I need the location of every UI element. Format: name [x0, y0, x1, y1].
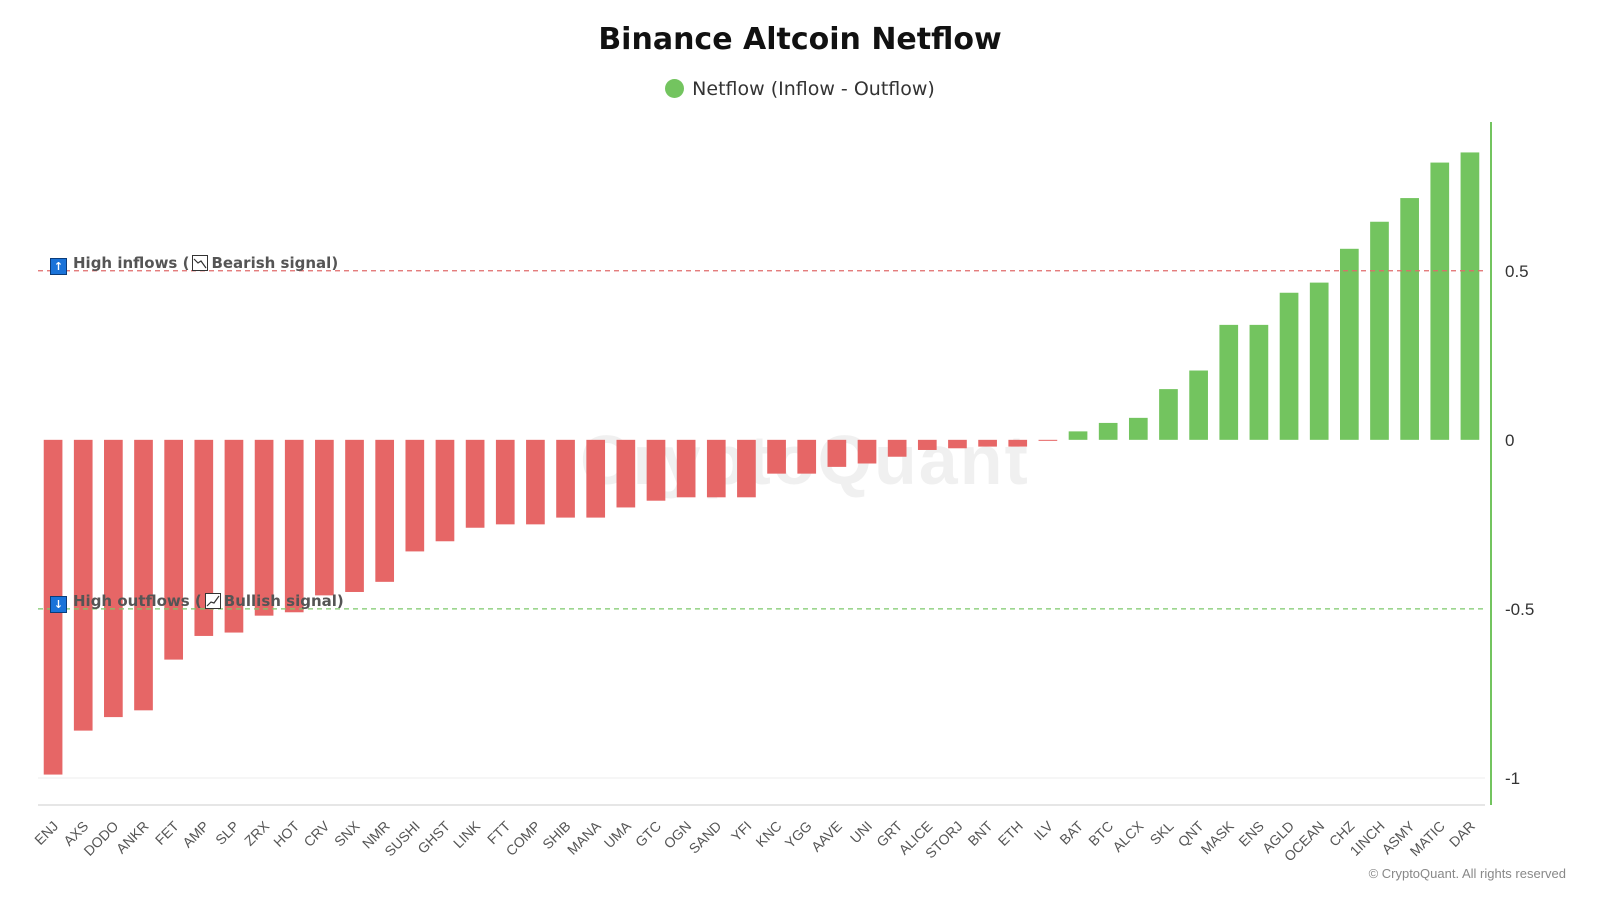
x-tick-label: ILV [1031, 817, 1057, 843]
bar-qnt[interactable] [1189, 370, 1208, 440]
y-tick-label: -0.5 [1505, 600, 1534, 619]
x-tick-label: DAR [1446, 818, 1478, 850]
x-tick-label: AMP [179, 818, 212, 851]
x-tick-label: LINK [450, 817, 484, 851]
y-tick-label: 0 [1505, 431, 1514, 450]
bar-mana[interactable] [586, 439, 606, 518]
bar-slp[interactable] [224, 439, 244, 633]
bar-eth[interactable] [1008, 439, 1028, 447]
bar-matic[interactable] [1430, 162, 1450, 440]
x-tick-label: CRV [300, 817, 333, 850]
legend-dot-icon [665, 79, 685, 98]
bullish-signal-label: Bullish signal [223, 591, 337, 610]
bar-bat[interactable] [1068, 431, 1088, 440]
x-tick-label: COMP [503, 818, 544, 859]
bar-uma[interactable] [616, 439, 636, 508]
x-tick-label: MATIC [1407, 818, 1448, 859]
bar-1inch[interactable] [1370, 221, 1389, 440]
bar-ens[interactable] [1249, 324, 1269, 440]
bar-storj[interactable] [948, 439, 967, 449]
bar-grt[interactable] [887, 439, 907, 457]
x-tick-label: GHST [414, 817, 453, 856]
x-tick-label: MASK [1198, 817, 1238, 857]
arrow-up-icon: ↑ [50, 257, 67, 275]
x-tick-label: KNC [752, 818, 784, 850]
bar-btc[interactable] [1098, 422, 1118, 440]
y-tick-label: -1 [1505, 769, 1520, 788]
bar-knc[interactable] [767, 439, 786, 474]
bar-skl[interactable] [1159, 389, 1178, 440]
x-tick-label: HOT [270, 817, 303, 850]
bar-alcx[interactable] [1128, 417, 1148, 440]
x-tick-label: MANA [564, 817, 604, 857]
x-tick-label: ETH [995, 818, 1026, 849]
x-tick-label: SAND [686, 818, 725, 857]
threshold-label-high-outflows: ↓ High outflows (Bullish signal) [50, 592, 344, 613]
x-tick-label: ZRX [241, 817, 273, 849]
bearish-signal-label: Bearish signal [211, 253, 332, 272]
bar-axs[interactable] [73, 439, 93, 731]
threshold-label-high-inflows: ↑ High inflows (Bearish signal) [50, 254, 338, 275]
x-tick-label: BNT [965, 817, 996, 848]
bar-ankr[interactable] [134, 439, 153, 711]
legend-label: Netflow (Inflow - Outflow) [692, 78, 935, 100]
bar-mask[interactable] [1219, 324, 1239, 440]
bar-hot[interactable] [284, 439, 304, 613]
x-tick-label: ENJ [31, 818, 61, 848]
bar-zrx[interactable] [254, 439, 274, 616]
bearish-chart-icon [192, 254, 209, 271]
arrow-down-icon: ↓ [50, 595, 67, 613]
high-inflows-label: High inflows [73, 253, 178, 272]
bar-uni[interactable] [857, 439, 877, 464]
x-tick-label: UNI [847, 818, 875, 846]
bullish-chart-icon [204, 592, 221, 609]
x-tick-label: ALCX [1109, 817, 1147, 855]
bar-agld[interactable] [1279, 292, 1299, 440]
bar-gtc[interactable] [646, 439, 666, 501]
bar-comp[interactable] [526, 439, 545, 525]
bar-ilv[interactable] [1038, 439, 1058, 441]
x-tick-label: ANKR [113, 818, 152, 857]
bar-ygg[interactable] [797, 439, 817, 474]
bar-fet[interactable] [164, 439, 184, 660]
chart-title: Binance Altcoin Netflow [598, 22, 1002, 57]
bar-ghst[interactable] [435, 439, 455, 542]
high-outflows-label: High outflows [73, 591, 190, 610]
bar-crv[interactable] [315, 439, 334, 596]
copyright-notice: © CryptoQuant. All rights reserved [1368, 866, 1566, 881]
x-tick-label: SLP [212, 818, 242, 848]
bar-shib[interactable] [556, 439, 575, 518]
bar-ogn[interactable] [676, 439, 696, 498]
bar-aave[interactable] [827, 439, 847, 467]
bar-dodo[interactable] [104, 439, 123, 718]
x-tick-label: 1INCH [1347, 818, 1388, 859]
bar-ocean[interactable] [1309, 282, 1329, 440]
x-tick-label: BAT [1056, 818, 1086, 848]
bar-dar[interactable] [1460, 152, 1480, 440]
bar-bnt[interactable] [978, 439, 997, 447]
y-tick-label: 0.5 [1505, 262, 1529, 281]
x-tick-label: GTC [632, 818, 664, 850]
bar-amp[interactable] [194, 439, 214, 636]
bar-snx[interactable] [345, 439, 364, 592]
x-tick-label: SKL [1147, 818, 1177, 848]
bar-alice[interactable] [917, 439, 937, 450]
bar-nmr[interactable] [375, 439, 395, 582]
chart-legend[interactable]: Netflow (Inflow - Outflow) [0, 78, 1600, 100]
bar-yfi[interactable] [737, 439, 756, 498]
x-tick-label: DODO [80, 818, 121, 859]
bar-chz[interactable] [1339, 248, 1359, 440]
bar-link[interactable] [465, 439, 485, 528]
x-tick-label: YFI [728, 818, 755, 845]
bar-sushi[interactable] [405, 439, 425, 552]
x-tick-label: SNX [331, 817, 363, 849]
bar-ftt[interactable] [495, 439, 515, 525]
x-tick-label: AAVE [808, 818, 845, 855]
x-tick-label: UMA [601, 817, 635, 851]
bar-sand[interactable] [706, 439, 726, 498]
bar-asmy[interactable] [1400, 198, 1419, 440]
x-tick-label: FET [152, 817, 182, 847]
